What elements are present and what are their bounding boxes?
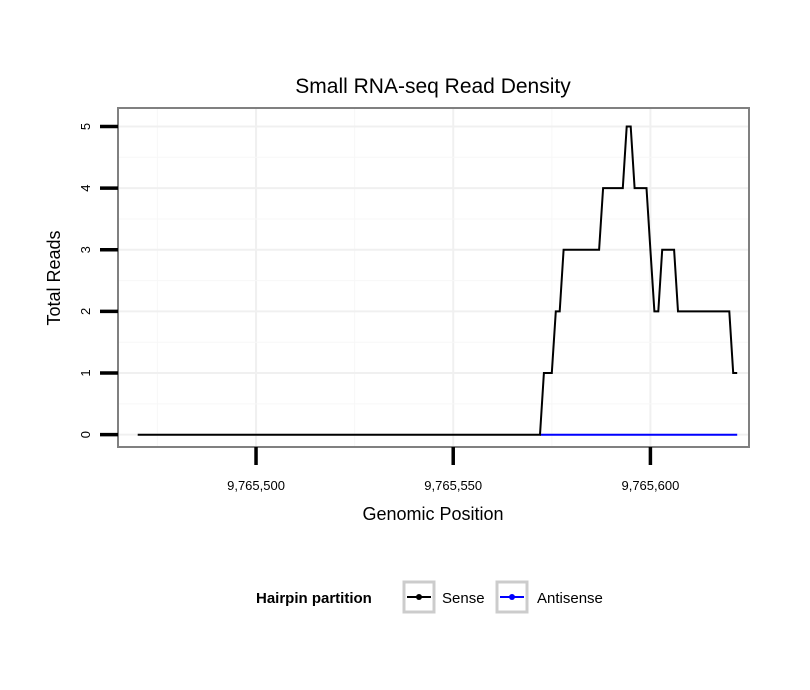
grid-lines (118, 108, 750, 447)
x-tick-label: 9,765,500 (227, 478, 285, 493)
x-axis-title: Genomic Position (362, 504, 503, 524)
legend-label-antisense: Antisense (537, 590, 603, 607)
series-line-sense (137, 125, 738, 436)
legend-label-sense: Sense (442, 590, 485, 607)
x-tick-label: 9,765,550 (424, 478, 482, 493)
y-axis: 0 1 2 3 4 5 (78, 123, 118, 438)
y-tick-label: 0 (78, 431, 93, 438)
legend-point-sense (416, 594, 422, 600)
y-tick-label: 1 (78, 369, 93, 376)
series-lines (137, 125, 738, 436)
legend-title: Hairpin partition (256, 590, 372, 607)
y-tick-label: 3 (78, 246, 93, 253)
y-tick-label: 2 (78, 308, 93, 315)
plot-border (117, 107, 750, 448)
chart-title: Small RNA-seq Read Density (295, 75, 571, 98)
legend-point-antisense (509, 594, 515, 600)
y-axis-title: Total Reads (44, 230, 64, 325)
x-axis: 9,765,500 9,765,550 9,765,600 (227, 447, 679, 493)
y-tick-label: 5 (78, 123, 93, 130)
plot-background (118, 108, 749, 447)
y-tick-label: 4 (78, 185, 93, 192)
x-tick-label: 9,765,600 (621, 478, 679, 493)
legend: Hairpin partition Sense Antisense (256, 580, 603, 614)
